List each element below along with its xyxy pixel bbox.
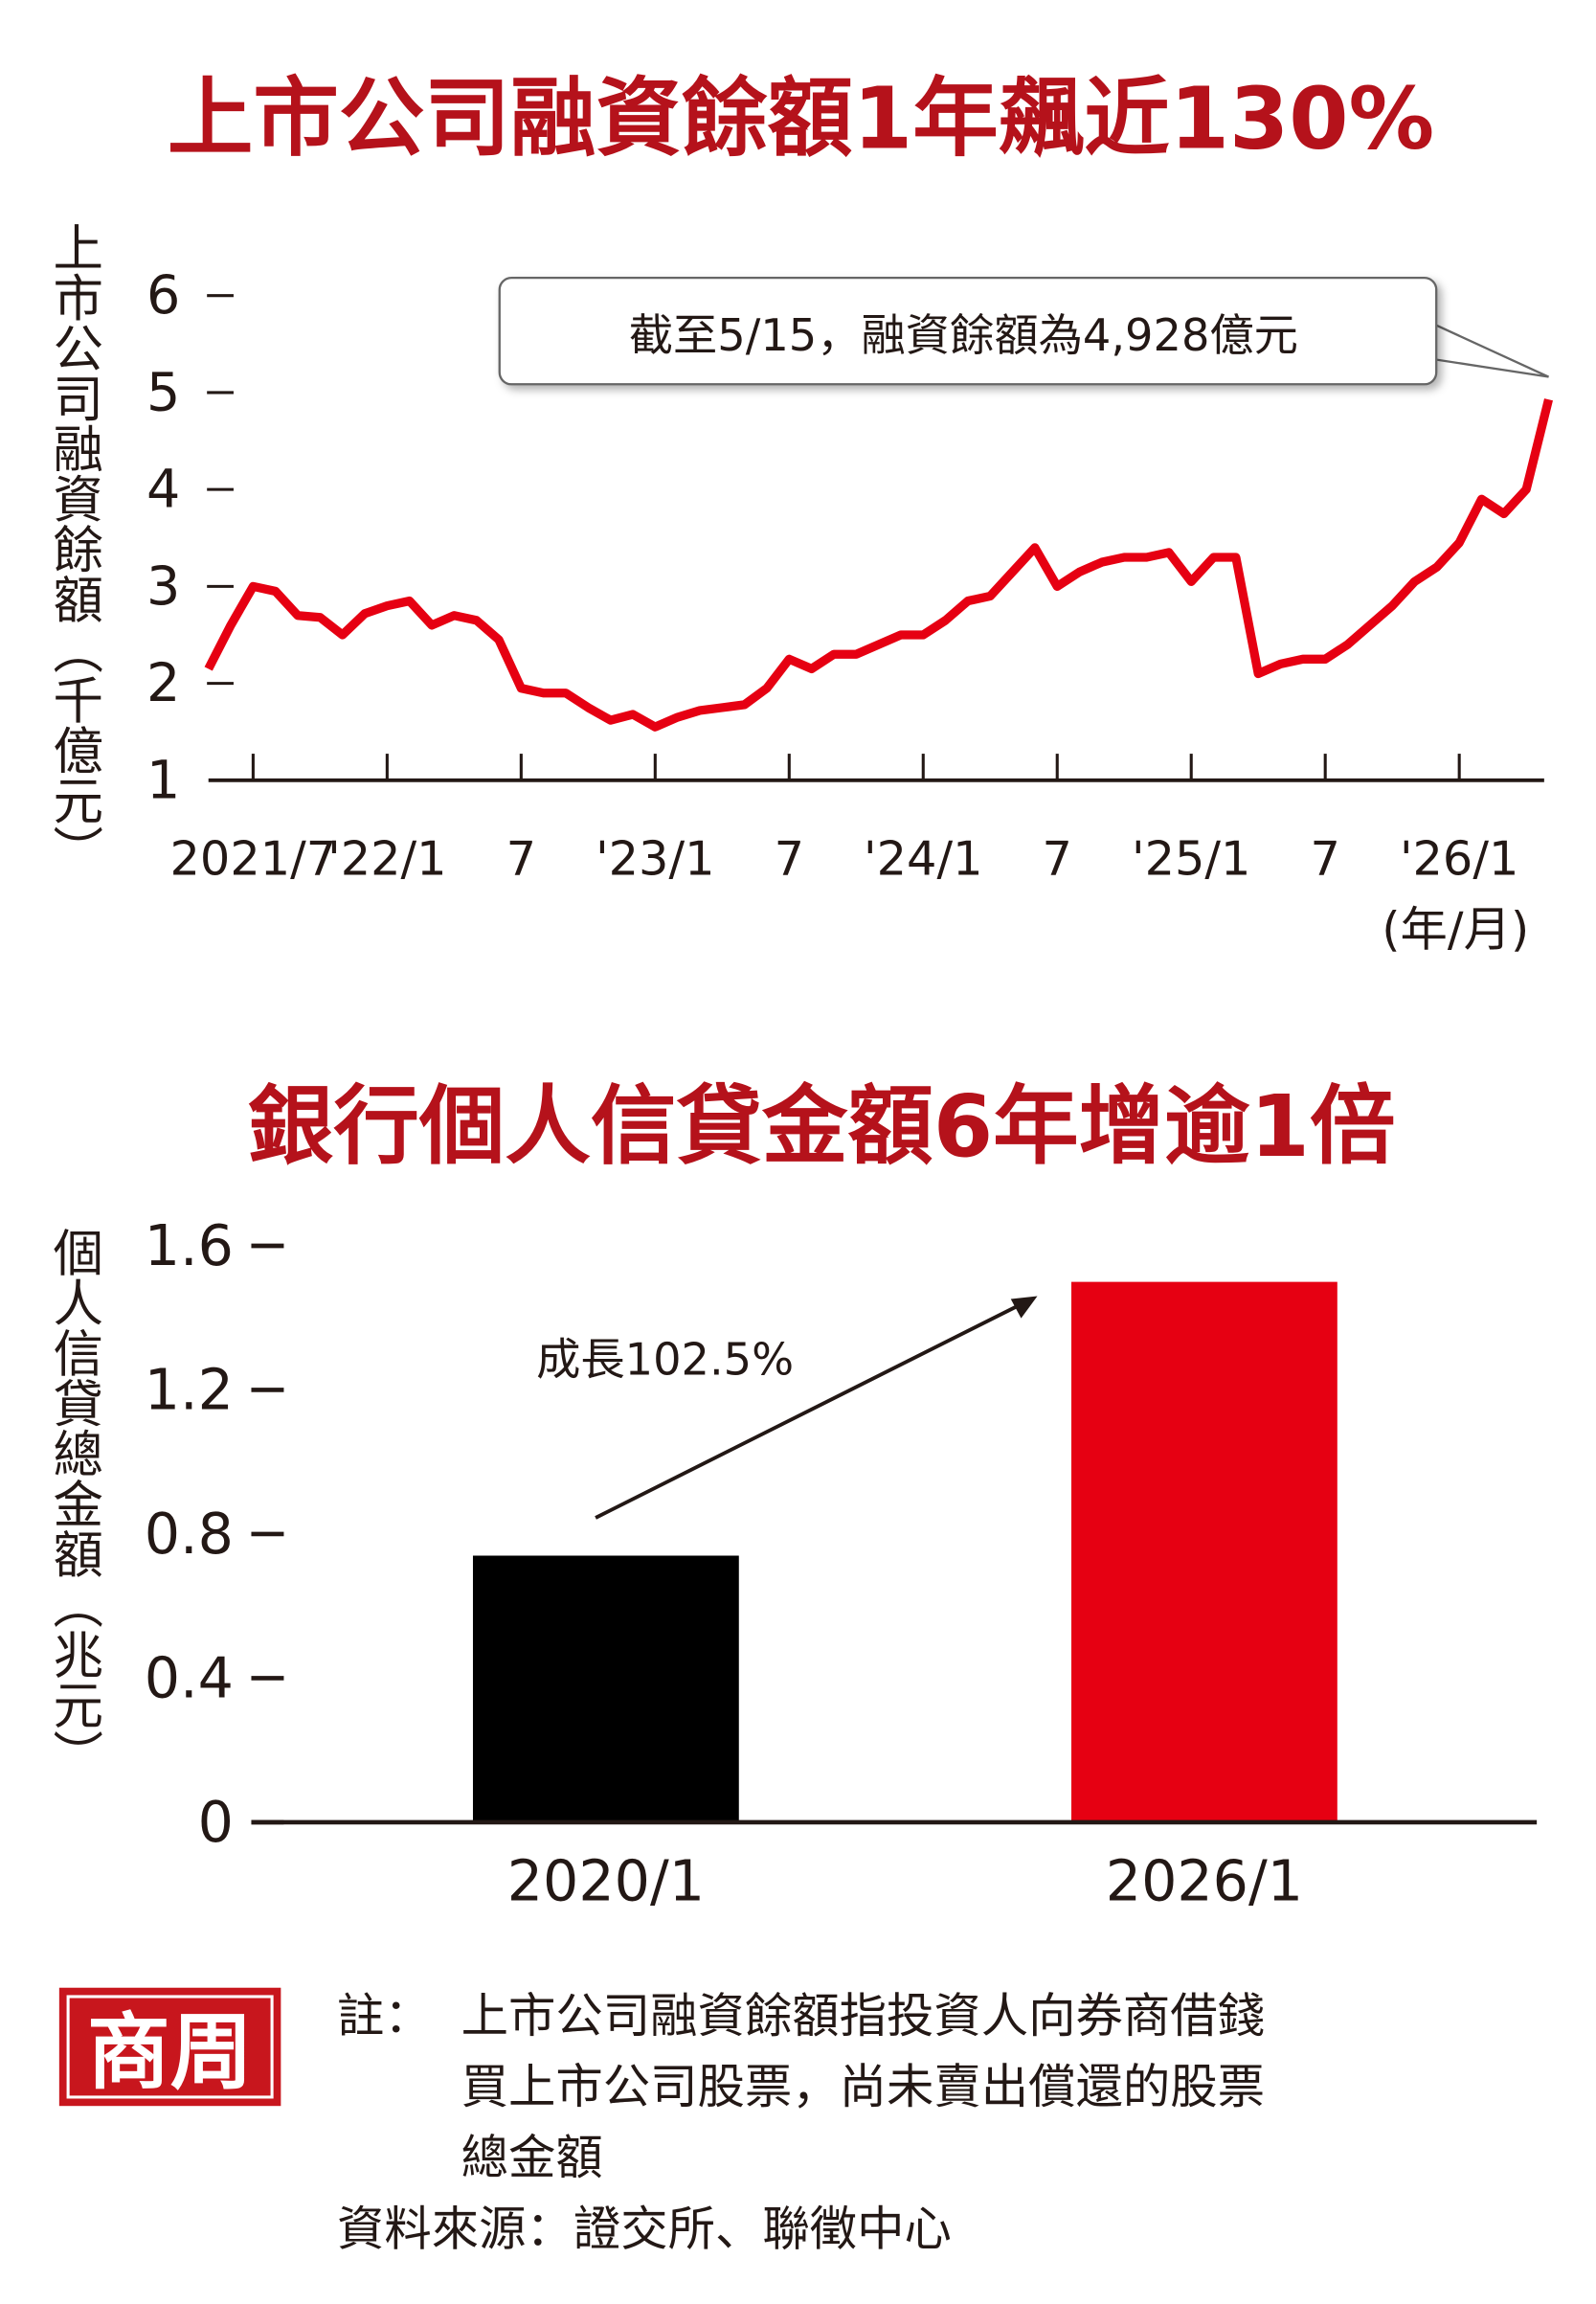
annotation: 成長102.5% (536, 1333, 794, 1385)
x-tick-label: 7 (1310, 831, 1339, 887)
growth-arrow (595, 1303, 1021, 1520)
x-tick-label: '26/1 (1400, 831, 1518, 887)
note-line: 買上市公司股票，尚未賣出償還的股票 (461, 2059, 1265, 2114)
y-tick-label: 2 (146, 652, 180, 714)
y-axis-label: 個人信貸總金額（兆元） (45, 1227, 103, 1779)
x-tick-label: 2021/7 (170, 831, 337, 887)
y-axis-label: 上市公司融資餘額（千億元） (45, 221, 103, 874)
x-tick-label: '23/1 (596, 831, 714, 887)
y-tick-label: 0.4 (145, 1645, 234, 1710)
x-tick-label: '22/1 (327, 831, 446, 887)
callout-box (498, 276, 1438, 386)
x-axis-label: (年/月) (1382, 902, 1529, 958)
x-tick-label: 7 (775, 831, 804, 887)
y-tick-label: 5 (146, 361, 180, 423)
line (204, 398, 1553, 732)
annotation: 截至5/15，融資餘額為4,928億元 (629, 309, 1298, 361)
arrow-head (1010, 1296, 1038, 1319)
y-tick-label: 6 (146, 264, 180, 327)
y-tick-label: 1.2 (145, 1358, 234, 1423)
bar (1071, 1281, 1337, 1822)
logo-frame (66, 1995, 274, 2099)
x-tick-label: 7 (1043, 831, 1072, 887)
y-tick-label: 3 (146, 555, 180, 618)
x-tick-label: 2020/1 (507, 1849, 705, 1914)
x-tick-label: 7 (506, 831, 536, 887)
logo-box (58, 1987, 281, 2107)
note-label: 註： (337, 1988, 432, 2044)
y-tick-label: 1 (146, 749, 180, 811)
chart-title: 上市公司融資餘額1年飆近130% (168, 69, 1434, 169)
y-tick-label: 0 (198, 1790, 234, 1855)
x-tick-label: 2026/1 (1106, 1849, 1303, 1914)
x-tick-label: '24/1 (864, 831, 982, 887)
y-tick-label: 4 (146, 459, 180, 521)
note-line: 總金額 (461, 2130, 603, 2185)
note-line: 上市公司融資餘額指投資人向券商借錢 (461, 1988, 1265, 2044)
chart-title: 銀行個人信貸金額6年增逾1倍 (248, 1077, 1396, 1177)
y-tick-label: 0.8 (145, 1502, 234, 1567)
y-tick-label: 1.6 (145, 1213, 234, 1278)
logo: 商周 (87, 2005, 253, 2101)
source: 資料來源：證交所、聯徵中心 (337, 2201, 952, 2256)
x-tick-label: '25/1 (1132, 831, 1250, 887)
bar (472, 1555, 739, 1822)
